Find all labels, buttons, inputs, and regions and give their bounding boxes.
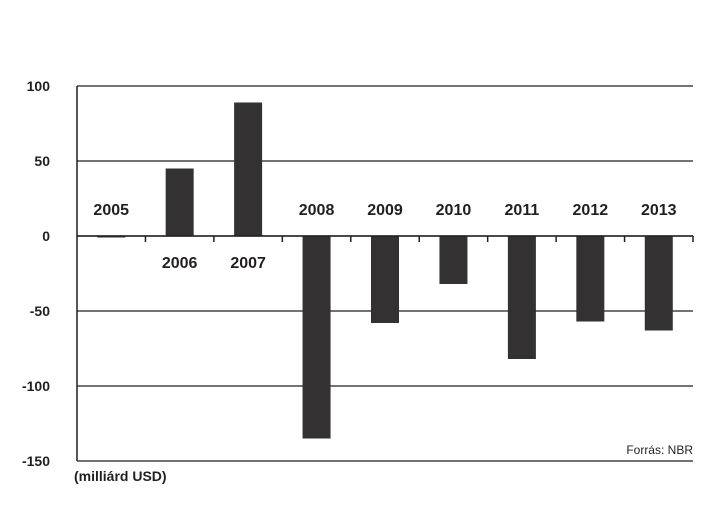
category-label-2012: 2012 [573,202,609,219]
category-label-2006: 2006 [162,255,198,272]
category-label-2005: 2005 [93,202,129,219]
unit-label: (milliárd USD) [74,468,167,484]
bar-2006 [165,168,194,236]
y-tick-labels: 100 50 0 -50 -100 -150 [22,78,50,469]
category-label-2010: 2010 [436,202,472,219]
category-label-2011: 2011 [505,202,540,219]
bar-2011 [507,236,536,359]
bar-2013 [644,236,673,331]
bar-2012 [576,236,605,322]
y-tick-label: -100 [22,378,50,394]
category-labels: 2005 2006 2007 2008 2009 2010 2011 2012 2013 [93,202,676,272]
y-tick-label: 100 [27,78,51,94]
source-note: Forrás: NBR [626,443,693,457]
category-label-2013: 2013 [641,202,677,219]
category-label-2008: 2008 [299,202,335,219]
category-label-2007: 2007 [230,255,266,272]
bar-2008 [302,236,331,439]
bar-2010 [439,236,468,284]
bar-2007 [234,102,263,236]
y-tick-label: -50 [30,303,50,319]
bars [97,102,673,439]
axes [76,86,694,461]
y-tick-label: 0 [42,228,50,244]
y-tick-label: 50 [34,153,50,169]
bar-2009 [371,236,399,323]
y-tick-label: -150 [22,453,50,469]
category-label-2009: 2009 [367,202,403,219]
